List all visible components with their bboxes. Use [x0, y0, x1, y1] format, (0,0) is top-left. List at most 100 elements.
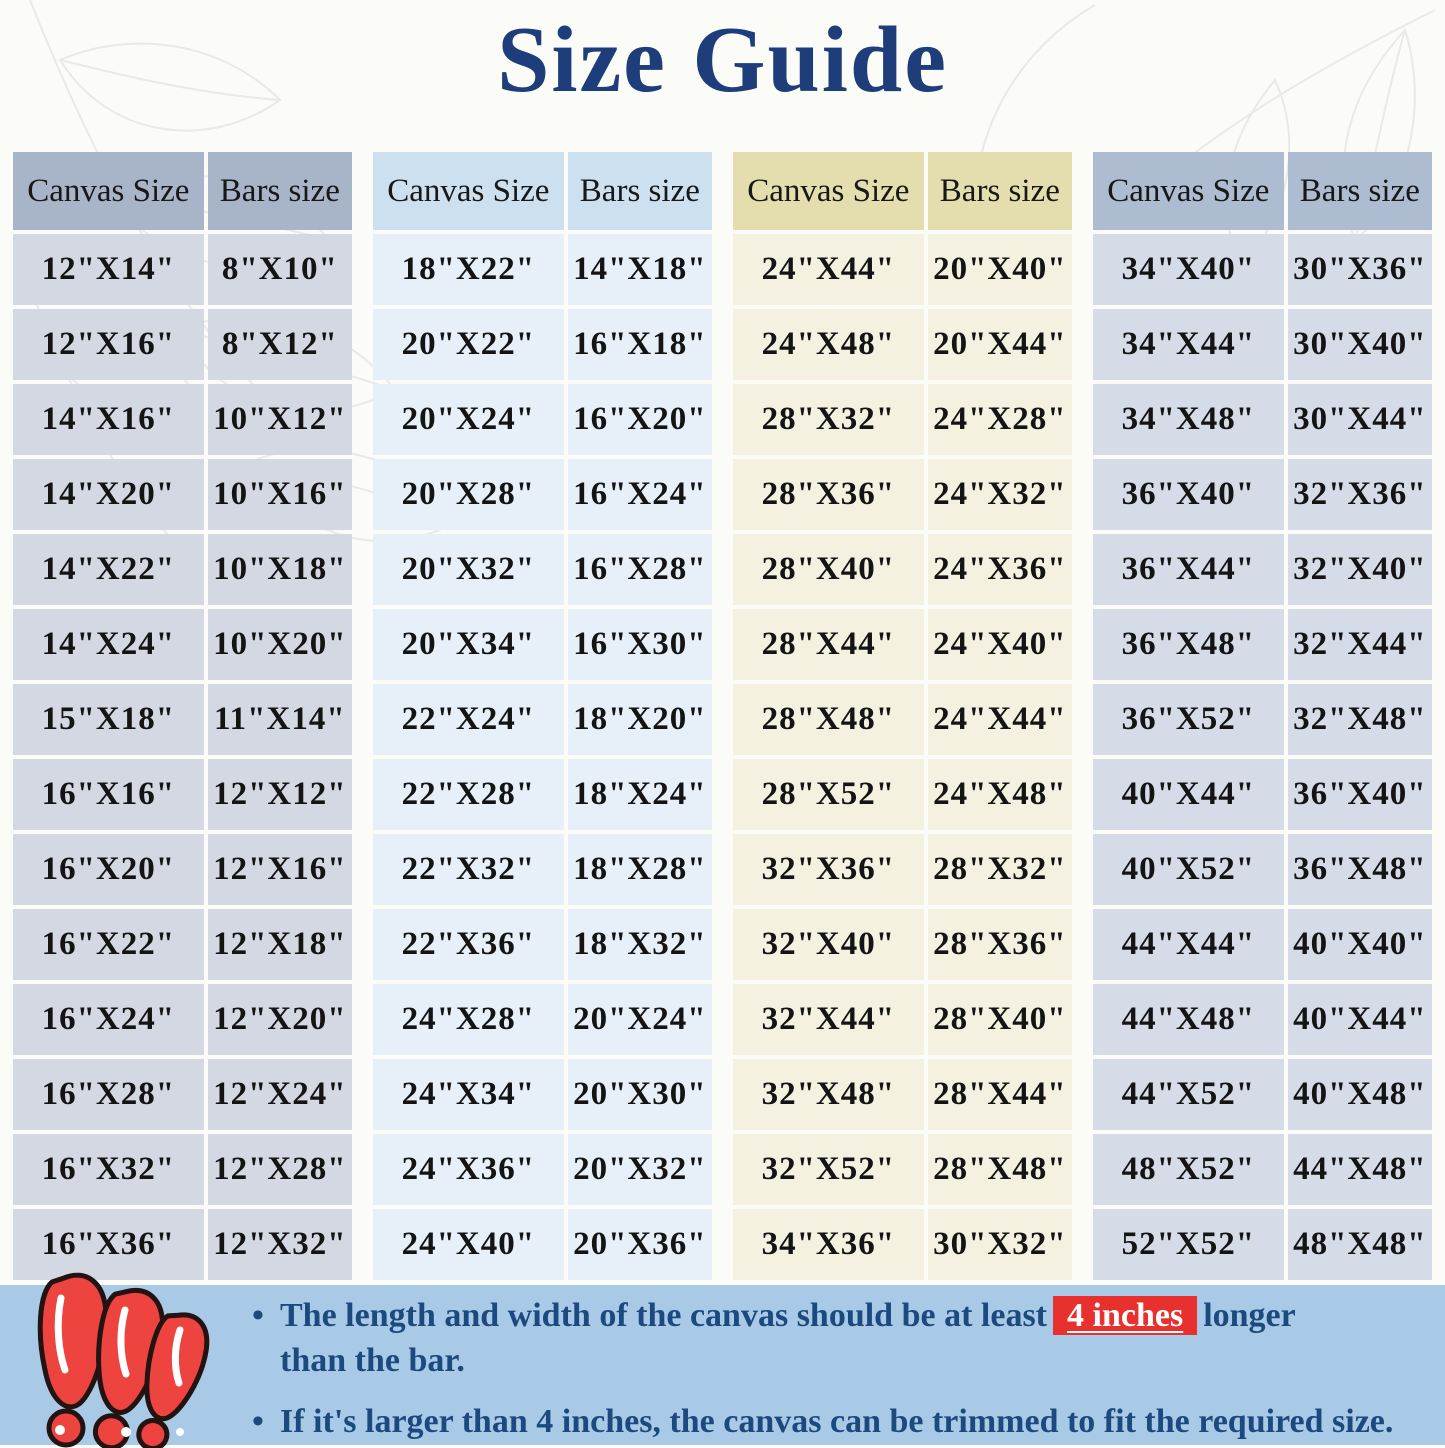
- size-row: 20"X22" 16"X18": [373, 309, 712, 380]
- bars-size-cell: 24"X48": [927, 759, 1072, 830]
- bars-size-cell: 12"X28": [207, 1134, 352, 1205]
- size-table-4: Canvas Size Bars size 34"X40" 30"X36" 34"X…: [1089, 148, 1436, 1284]
- size-row: 36"X48" 32"X44": [1093, 609, 1432, 680]
- size-row: 16"X32" 12"X28": [13, 1134, 352, 1205]
- notes-text: • The length and width of the canvas sho…: [250, 1294, 1435, 1445]
- size-row: 34"X40" 30"X36": [1093, 234, 1432, 305]
- canvas-size-cell: 40"X52": [1093, 834, 1284, 905]
- size-row: 12"X14" 8"X10": [13, 234, 352, 305]
- bars-size-cell: 16"X20": [567, 384, 712, 455]
- canvas-size-cell: 36"X48": [1093, 609, 1284, 680]
- size-row: 24"X44" 20"X40": [733, 234, 1072, 305]
- bars-size-cell: 18"X32": [567, 909, 712, 980]
- header-row: Canvas Size Bars size: [1093, 152, 1432, 230]
- canvas-size-cell: 28"X48": [733, 684, 924, 755]
- canvas-size-cell: 16"X16": [13, 759, 204, 830]
- bars-size-cell: 44"X48": [1287, 1134, 1432, 1205]
- canvas-size-cell: 32"X44": [733, 984, 924, 1055]
- four-inches-highlight: 4 inches: [1053, 1296, 1198, 1335]
- bars-size-cell: 20"X32": [567, 1134, 712, 1205]
- canvas-size-cell: 16"X28": [13, 1059, 204, 1130]
- bars-size-cell: 10"X12": [207, 384, 352, 455]
- bars-size-cell: 28"X48": [927, 1134, 1072, 1205]
- size-row: 12"X16" 8"X12": [13, 309, 352, 380]
- bars-size-cell: 12"X18": [207, 909, 352, 980]
- size-row: 20"X32" 16"X28": [373, 534, 712, 605]
- size-row: 14"X20" 10"X16": [13, 459, 352, 530]
- canvas-size-cell: 32"X52": [733, 1134, 924, 1205]
- canvas-size-cell: 44"X44": [1093, 909, 1284, 980]
- bars-size-cell: 8"X10": [207, 234, 352, 305]
- bars-size-cell: 8"X12": [207, 309, 352, 380]
- canvas-size-cell: 16"X22": [13, 909, 204, 980]
- bars-size-cell: 40"X48": [1287, 1059, 1432, 1130]
- size-row: 32"X52" 28"X48": [733, 1134, 1072, 1205]
- bars-size-cell: 24"X36": [927, 534, 1072, 605]
- canvas-size-cell: 14"X24": [13, 609, 204, 680]
- canvas-size-cell: 28"X40": [733, 534, 924, 605]
- bars-size-cell: 11"X14": [207, 684, 352, 755]
- bars-size-cell: 32"X44": [1287, 609, 1432, 680]
- size-row: 20"X24" 16"X20": [373, 384, 712, 455]
- canvas-size-cell: 12"X16": [13, 309, 204, 380]
- canvas-size-cell: 16"X20": [13, 834, 204, 905]
- bars-size-cell: 12"X20": [207, 984, 352, 1055]
- size-row: 24"X36" 20"X32": [373, 1134, 712, 1205]
- canvas-size-cell: 40"X44": [1093, 759, 1284, 830]
- size-row: 28"X44" 24"X40": [733, 609, 1072, 680]
- size-row: 22"X28" 18"X24": [373, 759, 712, 830]
- bullet-icon: •: [252, 1402, 264, 1440]
- bars-size-cell: 18"X28": [567, 834, 712, 905]
- canvas-size-cell: 28"X36": [733, 459, 924, 530]
- bars-size-cell: 30"X40": [1287, 309, 1432, 380]
- notes-band: [0, 1285, 1445, 1445]
- bars-size-cell: 10"X20": [207, 609, 352, 680]
- bars-size-cell: 32"X36": [1287, 459, 1432, 530]
- canvas-size-cell: 20"X28": [373, 459, 564, 530]
- canvas-size-cell: 18"X22": [373, 234, 564, 305]
- size-row: 22"X36" 18"X32": [373, 909, 712, 980]
- bars-size-cell: 10"X18": [207, 534, 352, 605]
- size-row: 14"X22" 10"X18": [13, 534, 352, 605]
- bars-size-header: Bars size: [207, 152, 352, 230]
- canvas-size-cell: 32"X36": [733, 834, 924, 905]
- bars-size-cell: 28"X40": [927, 984, 1072, 1055]
- size-row: 28"X32" 24"X28": [733, 384, 1072, 455]
- size-row: 15"X18" 11"X14": [13, 684, 352, 755]
- canvas-size-cell: 24"X44": [733, 234, 924, 305]
- note1-text-pre: The length and width of the canvas shoul…: [280, 1297, 1048, 1334]
- canvas-size-cell: 34"X44": [1093, 309, 1284, 380]
- bars-size-cell: 32"X48": [1287, 684, 1432, 755]
- size-row: 32"X48" 28"X44": [733, 1059, 1072, 1130]
- bars-size-cell: 36"X48": [1287, 834, 1432, 905]
- canvas-size-cell: 24"X48": [733, 309, 924, 380]
- header-row: Canvas Size Bars size: [13, 152, 352, 230]
- canvas-size-cell: 12"X14": [13, 234, 204, 305]
- size-row: 36"X52" 32"X48": [1093, 684, 1432, 755]
- bars-size-cell: 18"X20": [567, 684, 712, 755]
- canvas-size-cell: 22"X32": [373, 834, 564, 905]
- size-row: 24"X48" 20"X44": [733, 309, 1072, 380]
- size-row: 24"X34" 20"X30": [373, 1059, 712, 1130]
- bars-size-cell: 20"X40": [927, 234, 1072, 305]
- canvas-size-cell: 16"X24": [13, 984, 204, 1055]
- canvas-size-cell: 32"X40": [733, 909, 924, 980]
- size-table-1: Canvas Size Bars size 12"X14" 8"X10" 12"X1…: [9, 148, 356, 1284]
- bars-size-cell: 12"X32": [207, 1209, 352, 1280]
- canvas-size-cell: 28"X32": [733, 384, 924, 455]
- canvas-size-header: Canvas Size: [13, 152, 204, 230]
- note-line-2: • If it's larger than 4 inches, the canv…: [250, 1400, 1435, 1445]
- size-row: 22"X32" 18"X28": [373, 834, 712, 905]
- canvas-size-cell: 20"X22": [373, 309, 564, 380]
- size-row: 28"X40" 24"X36": [733, 534, 1072, 605]
- canvas-size-cell: 48"X52": [1093, 1134, 1284, 1205]
- canvas-size-cell: 16"X32": [13, 1134, 204, 1205]
- canvas-size-cell: 20"X34": [373, 609, 564, 680]
- bars-size-cell: 16"X24": [567, 459, 712, 530]
- canvas-size-cell: 34"X48": [1093, 384, 1284, 455]
- canvas-size-cell: 22"X36": [373, 909, 564, 980]
- size-row: 28"X52" 24"X48": [733, 759, 1072, 830]
- canvas-size-cell: 16"X36": [13, 1209, 204, 1280]
- bars-size-cell: 20"X30": [567, 1059, 712, 1130]
- canvas-size-cell: 24"X34": [373, 1059, 564, 1130]
